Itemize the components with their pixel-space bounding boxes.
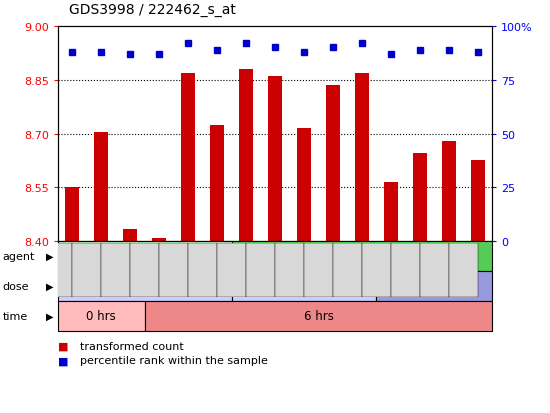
Bar xyxy=(232,271,376,301)
Bar xyxy=(297,129,311,242)
Bar xyxy=(58,301,145,331)
Bar xyxy=(159,244,188,297)
Text: dose: dose xyxy=(3,281,29,291)
Bar xyxy=(420,244,449,297)
Bar xyxy=(391,244,420,297)
Bar xyxy=(355,74,369,242)
Text: 6 hrs: 6 hrs xyxy=(304,309,333,323)
Text: transformed count: transformed count xyxy=(80,341,184,351)
Text: 10 μM: 10 μM xyxy=(416,280,453,293)
Bar xyxy=(72,244,101,297)
Bar xyxy=(43,244,72,297)
Text: 0.1 μM: 0.1 μM xyxy=(284,280,324,293)
Bar xyxy=(217,244,246,297)
Bar xyxy=(58,242,232,271)
Text: control: control xyxy=(124,280,165,293)
Bar xyxy=(362,244,391,297)
Bar xyxy=(326,86,340,242)
Text: ▶: ▶ xyxy=(46,252,53,261)
Text: ▶: ▶ xyxy=(46,281,53,291)
Bar xyxy=(239,70,253,242)
Text: VX: VX xyxy=(354,250,370,263)
Bar xyxy=(470,161,485,242)
Bar xyxy=(304,244,333,297)
Bar xyxy=(384,183,398,242)
Text: time: time xyxy=(3,311,28,321)
Bar xyxy=(101,244,130,297)
Text: ▶: ▶ xyxy=(46,311,53,321)
Bar xyxy=(246,244,275,297)
Text: ■: ■ xyxy=(58,341,68,351)
Bar xyxy=(58,271,232,301)
Bar xyxy=(152,238,166,242)
Bar xyxy=(123,229,138,242)
Text: ■: ■ xyxy=(58,356,68,366)
Bar xyxy=(275,244,304,297)
Bar xyxy=(188,244,217,297)
Bar xyxy=(65,188,80,242)
Bar xyxy=(94,133,108,242)
Bar xyxy=(181,74,195,242)
Bar xyxy=(210,125,224,242)
Bar xyxy=(130,244,159,297)
Text: percentile rank within the sample: percentile rank within the sample xyxy=(80,356,268,366)
Bar xyxy=(412,154,427,242)
Text: GDS3998 / 222462_s_at: GDS3998 / 222462_s_at xyxy=(69,2,235,17)
Bar xyxy=(449,244,478,297)
Text: 0 hrs: 0 hrs xyxy=(86,309,116,323)
Bar xyxy=(376,271,492,301)
Bar xyxy=(268,77,282,242)
Bar xyxy=(232,242,492,271)
Bar xyxy=(333,244,362,297)
Bar xyxy=(145,301,492,331)
Text: agent: agent xyxy=(3,252,35,261)
Text: untreated: untreated xyxy=(116,250,174,263)
Bar xyxy=(442,141,456,242)
